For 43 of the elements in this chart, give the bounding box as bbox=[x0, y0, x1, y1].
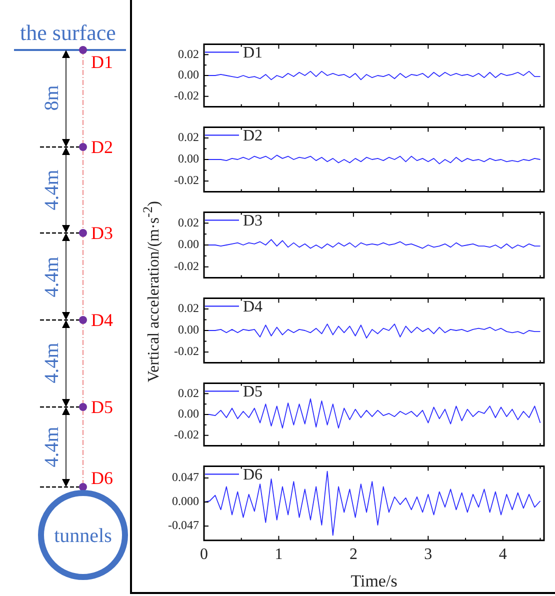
y-tick-label: 0.00 bbox=[178, 237, 199, 252]
text: 4.4m bbox=[41, 342, 63, 384]
x-axis-title: Time/s bbox=[350, 571, 398, 590]
text: 4.4m bbox=[41, 426, 63, 468]
x-tick-label: 0 bbox=[200, 546, 208, 564]
y-tick-label: 0.00 bbox=[178, 152, 199, 166]
y-tick-label: -0.02 bbox=[174, 173, 199, 188]
text: 8m bbox=[41, 84, 63, 111]
y-tick-label: 0.02 bbox=[178, 46, 199, 61]
y-tick-label: 0.02 bbox=[178, 301, 199, 316]
series-label: D4 bbox=[243, 298, 263, 316]
x-tick-label: 3 bbox=[424, 546, 432, 564]
text: D5 bbox=[91, 397, 113, 417]
y-tick-label: 0.000 bbox=[172, 494, 199, 508]
series-label: D6 bbox=[243, 466, 263, 484]
series-label: D3 bbox=[243, 212, 263, 230]
text: D1 bbox=[91, 52, 113, 72]
text: the surface bbox=[20, 20, 116, 45]
text: D3 bbox=[91, 223, 113, 243]
y-tick-label: 0.02 bbox=[178, 130, 199, 144]
text: D2 bbox=[91, 137, 113, 157]
y-tick-label: -0.02 bbox=[174, 88, 199, 103]
y-tick-label: 0.00 bbox=[178, 322, 199, 337]
y-tick-label: -0.02 bbox=[174, 344, 199, 358]
y-tick-label: 0.00 bbox=[178, 406, 199, 421]
y-tick-label: 0.02 bbox=[178, 215, 199, 230]
y-tick-label: -0.047 bbox=[168, 518, 199, 532]
text: D6 bbox=[91, 468, 113, 488]
y-tick-label: -0.02 bbox=[174, 259, 199, 274]
x-tick-label: 2 bbox=[349, 546, 358, 564]
y-tick-label: -0.02 bbox=[174, 428, 199, 442]
series-label: D1 bbox=[243, 44, 263, 62]
text: 4.4m bbox=[41, 256, 63, 298]
x-tick-label: 1 bbox=[274, 546, 283, 564]
x-tick-label: 4 bbox=[498, 546, 507, 564]
text: tunnels bbox=[54, 525, 112, 547]
y-tick-label: 0.00 bbox=[178, 68, 199, 82]
series-label: D2 bbox=[243, 127, 263, 144]
text: 4.4m bbox=[41, 169, 63, 210]
text: D4 bbox=[91, 310, 113, 330]
y-tick-label: 0.047 bbox=[172, 470, 199, 484]
y-tick-label: 0.02 bbox=[178, 386, 199, 400]
series-label: D5 bbox=[243, 383, 263, 400]
